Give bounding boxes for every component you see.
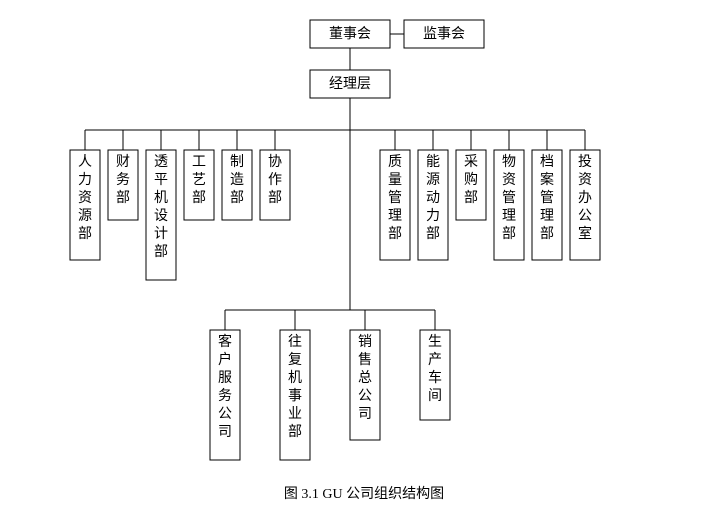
node-label-mgmt: 经理层: [329, 76, 371, 92]
node-label-material: 物资管理部: [502, 154, 516, 242]
node-label-craft: 工艺部: [192, 155, 206, 206]
node-label-energy: 能源动力部: [426, 154, 440, 242]
node-label-purchase: 采购部: [464, 154, 478, 206]
node-label-finance: 财务部: [116, 154, 130, 206]
node-label-mfg: 制造部: [230, 154, 244, 206]
node-label-sales: 销售总公司: [358, 334, 372, 422]
node-label-invest: 投资办公室: [578, 154, 592, 242]
node-label-supervisor: 监事会: [423, 26, 465, 42]
node-label-board: 董事会: [329, 26, 371, 42]
node-label-hr: 人力资源部: [78, 154, 92, 242]
node-label-coop: 协作部: [268, 154, 282, 206]
node-label-archive: 档案管理部: [540, 154, 554, 242]
figure-caption: 图 3.1 GU 公司组织结构图: [284, 486, 444, 502]
node-label-quality: 质量管理部: [388, 154, 402, 242]
